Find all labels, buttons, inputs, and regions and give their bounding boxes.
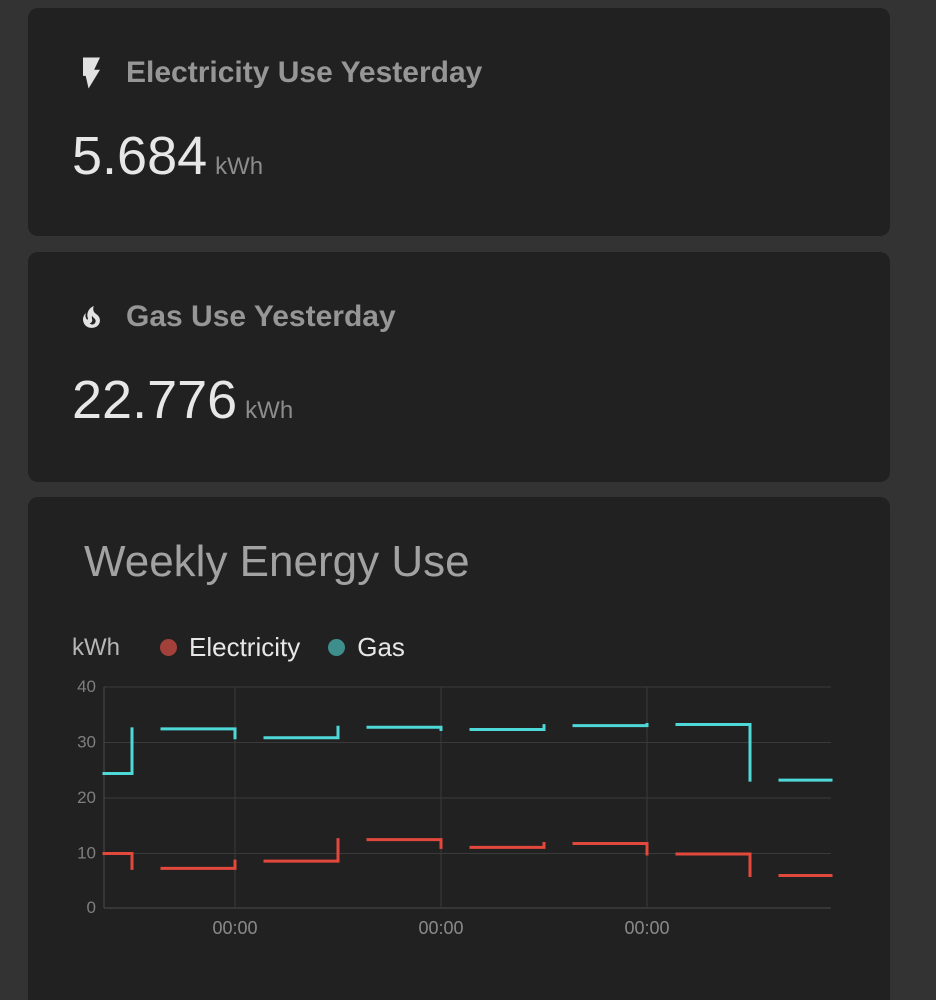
svg-text:0: 0 — [87, 898, 96, 917]
svg-text:30: 30 — [77, 733, 96, 752]
svg-text:00:00: 00:00 — [418, 918, 463, 938]
svg-text:40: 40 — [77, 677, 96, 696]
svg-text:20: 20 — [77, 788, 96, 807]
svg-text:00:00: 00:00 — [624, 918, 669, 938]
svg-text:00:00: 00:00 — [212, 918, 257, 938]
svg-text:10: 10 — [77, 844, 96, 863]
